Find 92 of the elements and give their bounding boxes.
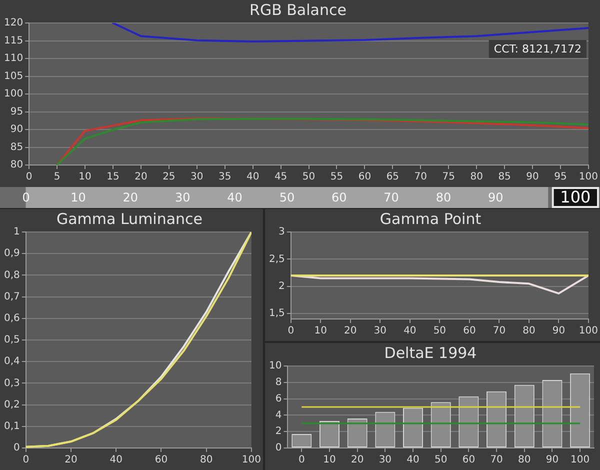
y-tick-label: 0,5: [4, 334, 20, 346]
x-tick-label: 60: [154, 454, 168, 466]
x-tick-label: 95: [554, 172, 567, 183]
y-tick-label: 90: [10, 124, 24, 136]
y-tick-label: 0,4: [4, 356, 20, 368]
x-tick-label: 20: [344, 326, 357, 337]
x-tick-label: 90: [526, 172, 539, 183]
x-tick-label: 40: [246, 172, 260, 183]
x-tick-label: 60: [331, 190, 347, 205]
x-tick-label: 30: [378, 454, 392, 466]
y-tick-label: 2: [278, 280, 285, 292]
y-tick-label: 0,3: [4, 378, 20, 389]
y-tick-label: 0,8: [4, 270, 20, 281]
y-tick-label: 1: [14, 226, 20, 238]
y-tick-label: 10: [268, 360, 282, 372]
y-tick-label: 0,2: [4, 399, 20, 410]
x-tick-label: 40: [404, 326, 416, 337]
x-tick-label: 0: [298, 454, 305, 466]
y-tick-label: 1,5: [268, 308, 285, 320]
x-tick-label: 50: [302, 172, 316, 183]
y-tick-label: 85: [10, 142, 24, 153]
x-tick-label: 100: [242, 454, 262, 466]
x-tick-label: 90: [546, 454, 559, 466]
x-tick-label: 20: [122, 190, 138, 205]
x-tick-label: 10: [70, 190, 86, 205]
x-tick-label: 10: [323, 454, 336, 466]
annotation: CCT: 8121,7172: [494, 42, 582, 56]
x-tick-label: 30: [174, 190, 190, 205]
y-tick-label: 115: [4, 35, 24, 46]
x-tick-label: 90: [488, 190, 504, 205]
chart-title: RGB Balance: [250, 0, 346, 19]
x-tick-label: 70: [492, 326, 506, 337]
y-tick-label: 0,9: [4, 248, 20, 260]
y-tick-label: 0: [275, 442, 282, 454]
x-tick-label: 20: [350, 454, 364, 466]
x-tick-label: 55: [330, 172, 344, 183]
x-tick-label: 50: [279, 190, 295, 205]
x-tick-label: 90: [552, 326, 566, 337]
x-tick-label: 20: [134, 172, 148, 183]
x-tick-label: 100: [578, 326, 598, 337]
y-tick-label: 95: [10, 106, 24, 118]
x-tick-label: 30: [190, 172, 204, 183]
x-tick-label: 45: [274, 172, 288, 183]
x-tick-label: 40: [406, 454, 420, 466]
y-tick-label: 0,1: [4, 420, 20, 432]
x-tick-label: 60: [463, 326, 476, 337]
y-tick-label: 110: [4, 53, 24, 64]
x-tick-label: 60: [358, 172, 372, 183]
x-tick-label: 10: [314, 326, 328, 337]
y-tick-label: 0,7: [4, 291, 20, 302]
x-tick-label: 70: [414, 172, 428, 183]
y-tick-label: 80: [10, 160, 24, 171]
x-tick-label: 75: [442, 172, 455, 183]
x-tick-label: 70: [384, 190, 399, 205]
x-tick-label: 0: [288, 326, 294, 337]
x-tick-label: 50: [434, 454, 448, 466]
y-tick-label: 0,6: [4, 312, 20, 324]
x-tick-label: 80: [470, 172, 483, 183]
y-tick-label: 120: [4, 18, 24, 29]
chart-title: Gamma Point: [380, 210, 482, 228]
x-tick-label: 70: [490, 454, 503, 466]
x-tick-label: 10: [78, 172, 92, 183]
x-tick-label: 20: [64, 454, 78, 466]
x-tick-label: 100: [578, 172, 598, 183]
chart-title: DeltaE 1994: [384, 344, 477, 362]
y-tick-label: 2,5: [268, 254, 285, 265]
x-tick-label: 30: [374, 326, 387, 337]
x-tick-label: 80: [436, 190, 452, 205]
y-tick-label: 2: [275, 426, 282, 438]
x-tick-label: 85: [498, 172, 511, 183]
x-tick-label: 80: [518, 454, 531, 466]
x-tick-label: 60: [462, 454, 476, 466]
x-tick-label: 40: [227, 190, 242, 205]
x-tick-label: 35: [218, 172, 232, 183]
x-tick-label: 0: [26, 172, 32, 183]
y-tick-label: 0: [14, 442, 20, 454]
y-tick-label: 105: [4, 70, 24, 82]
y-tick-label: 8: [275, 376, 282, 388]
y-tick-label: 4: [275, 410, 282, 421]
x-tick-label: 5: [54, 172, 60, 183]
y-tick-label: 100: [4, 88, 24, 100]
y-tick-label: 6: [275, 393, 282, 404]
x-tick-label: 80: [200, 454, 213, 466]
x-tick-label: 25: [162, 172, 176, 183]
x-tick-label: 65: [386, 172, 400, 183]
x-tick-label: 80: [522, 326, 536, 337]
x-tick-label: 15: [106, 172, 120, 183]
x-tick-label: 40: [110, 454, 122, 466]
y-tick-label: 3: [278, 226, 285, 238]
x-tick-label: 50: [433, 326, 446, 337]
chart-title: Gamma Luminance: [56, 210, 203, 228]
x-tick-label: 100: [570, 454, 590, 466]
